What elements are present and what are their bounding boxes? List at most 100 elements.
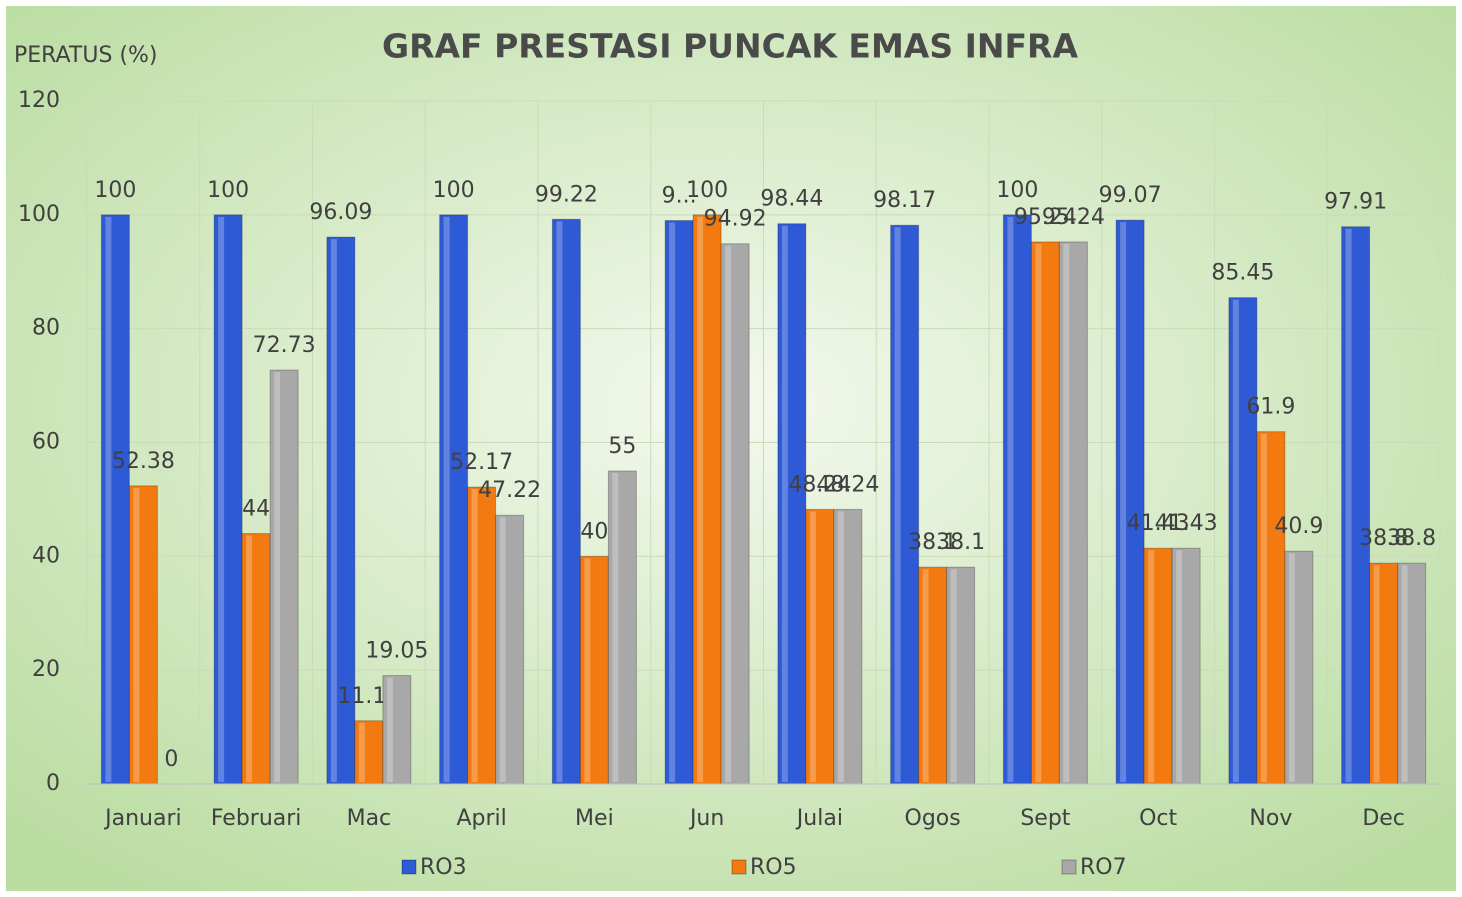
bar-highlight [950, 569, 957, 782]
bar [1058, 241, 1088, 785]
y-tick-label: 120 [18, 88, 60, 113]
bar-highlight [1401, 565, 1408, 782]
bar-highlight [246, 535, 253, 782]
bar-highlight [218, 216, 225, 783]
bar-highlight [612, 472, 619, 782]
data-label: 95.24 [1014, 205, 1077, 230]
data-label: 41.43 [1127, 511, 1190, 536]
data-label: 19.05 [365, 639, 428, 664]
data-label: 100 [94, 178, 136, 203]
bar [607, 470, 637, 785]
bar-highlight [725, 245, 732, 782]
data-label: 52.38 [112, 449, 175, 474]
bar [777, 223, 807, 785]
bar-highlight [1345, 228, 1352, 783]
data-label: 95.24 [1042, 205, 1105, 230]
y-tick-label: 60 [32, 430, 60, 455]
data-label: 100 [686, 178, 728, 203]
bar-highlight [894, 227, 901, 782]
x-tick-label: Julai [795, 806, 843, 831]
bar-highlight [1232, 299, 1239, 782]
bar [467, 486, 497, 785]
legend-swatch [1061, 859, 1077, 875]
data-label: 41.43 [1155, 511, 1218, 536]
legend-swatch [401, 859, 417, 875]
legend-swatch [731, 859, 747, 875]
x-tick-label: Mac [347, 806, 392, 831]
data-label: 38.8 [1387, 526, 1436, 551]
bar-highlight [274, 372, 281, 782]
bar-highlight [584, 558, 591, 782]
bar-highlight [1007, 216, 1014, 783]
x-tick-label: Oct [1139, 806, 1177, 831]
y-tick-label: 20 [32, 657, 60, 682]
bar [551, 218, 581, 785]
data-label: 52.17 [450, 450, 513, 475]
bar [1115, 219, 1145, 785]
data-label: 9... [662, 184, 697, 209]
x-tick-label: Januari [103, 806, 182, 831]
data-label: 99.22 [535, 182, 598, 207]
data-label: 0 [164, 747, 178, 772]
bar-highlight [1120, 222, 1127, 782]
bar [1284, 550, 1314, 785]
bar-highlight [1260, 433, 1267, 782]
data-label: 38.1 [936, 530, 985, 555]
data-label: 98.17 [873, 188, 936, 213]
bar-highlight [1176, 550, 1183, 782]
legend-label: RO3 [420, 855, 467, 880]
y-axis-label: PERATUS (%) [14, 43, 157, 68]
data-label: 97.91 [1324, 190, 1387, 215]
data-label: 96.09 [309, 200, 372, 225]
bar [579, 555, 609, 785]
data-label: 40.9 [1274, 514, 1323, 539]
bar-highlight [697, 216, 704, 783]
x-tick-label: April [456, 806, 506, 831]
y-tick-label: 40 [32, 543, 60, 568]
bar-highlight [837, 511, 844, 782]
bar-highlight [1288, 553, 1295, 782]
bar [720, 243, 750, 785]
legend-label: RO7 [1080, 855, 1127, 880]
data-label: 38.1 [908, 530, 957, 555]
x-tick-label: Nov [1249, 806, 1292, 831]
x-tick-label: Mei [575, 806, 614, 831]
data-label: 100 [207, 178, 249, 203]
bar [833, 508, 863, 785]
bar-highlight [1148, 550, 1155, 782]
x-tick-label: Jun [688, 806, 724, 831]
bar [664, 220, 694, 785]
data-label: 55 [608, 434, 636, 459]
bar-highlight [330, 239, 337, 782]
bar-highlight [1035, 243, 1042, 782]
bar-highlight [809, 511, 816, 782]
bar [890, 224, 920, 785]
bar-highlight [386, 677, 393, 782]
bar [1369, 562, 1399, 785]
bar [1397, 562, 1427, 785]
data-label: 94.92 [704, 207, 767, 232]
data-label: 38.8 [1359, 526, 1408, 551]
x-tick-label: Ogos [905, 806, 961, 831]
bar [382, 675, 412, 785]
data-label: 61.9 [1246, 395, 1295, 420]
bar-highlight [669, 222, 676, 782]
bar-highlight [358, 722, 365, 782]
x-tick-label: Dec [1362, 806, 1405, 831]
bar [269, 369, 299, 785]
bar-highlight [499, 517, 506, 782]
bar [1228, 297, 1258, 785]
bar-highlight [556, 221, 563, 782]
data-label: 98.44 [760, 187, 823, 212]
bar-highlight [1373, 565, 1380, 782]
bar [918, 566, 948, 785]
data-label: 48.24 [816, 472, 879, 497]
bar-highlight [1063, 243, 1070, 782]
bar [1171, 547, 1201, 785]
bar-highlight [105, 216, 112, 783]
bar [326, 236, 356, 785]
data-label: 100 [996, 178, 1038, 203]
bar-highlight [133, 487, 140, 782]
bar [439, 214, 469, 785]
